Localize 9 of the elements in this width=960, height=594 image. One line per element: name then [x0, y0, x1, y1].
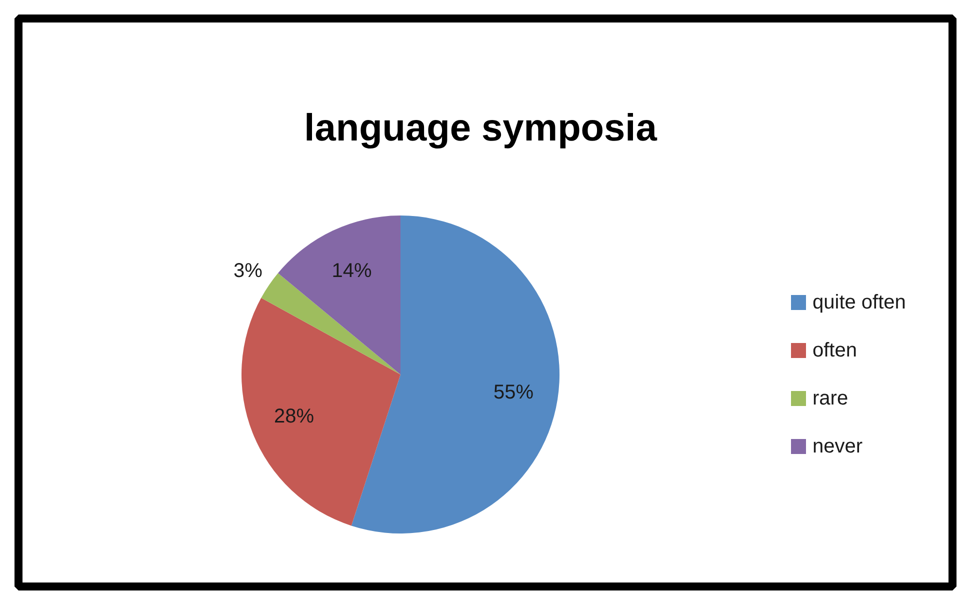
data-label: 3% [234, 260, 263, 282]
legend-label: often [812, 340, 857, 362]
legend-label: never [812, 436, 863, 458]
data-label: 28% [274, 406, 314, 428]
data-label: 55% [494, 381, 534, 404]
legend-label: quite often [812, 292, 906, 314]
chart-title: language symposia [304, 108, 658, 150]
legend-label: rare [812, 388, 848, 410]
data-label: 14% [332, 260, 372, 282]
